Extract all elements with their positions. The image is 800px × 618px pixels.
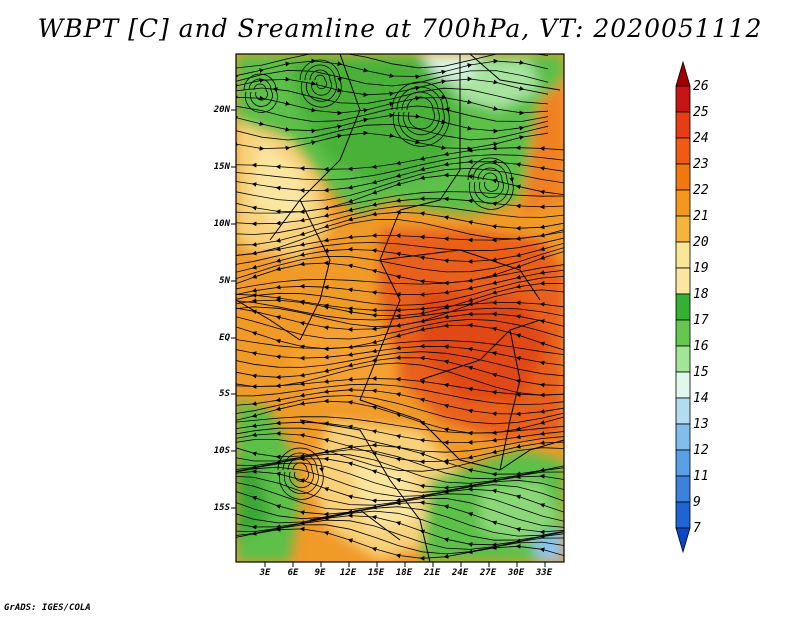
colorbar-segment (675, 449, 691, 477)
colorbar-top-arrow (675, 60, 691, 87)
colorbar-segment (675, 189, 691, 217)
colorbar-segment (675, 111, 691, 139)
colorbar-segment (675, 475, 691, 503)
colorbar-label-17: 17 (693, 313, 709, 328)
axis-ticks (231, 109, 546, 567)
lon-label-24E: 24E (451, 568, 469, 578)
lon-label-21E: 21E (423, 568, 441, 578)
streamline (482, 172, 499, 192)
lon-label-15E: 15E (367, 568, 385, 578)
streamline (236, 526, 564, 561)
colorbar-label-14: 14 (693, 391, 709, 406)
colorbar-label-11: 11 (693, 469, 709, 484)
lon-label-6E: 6E (287, 568, 299, 578)
colorbar-label-22: 22 (693, 183, 709, 198)
colorbar-segment (675, 267, 691, 295)
colorbar-segment (675, 319, 691, 347)
colorbar-label-21: 21 (693, 209, 709, 224)
colorbar-label-20: 20 (693, 235, 709, 250)
colorbar-segment (675, 85, 691, 113)
streamline (477, 167, 504, 199)
colorbar-label-26: 26 (693, 79, 709, 94)
lon-label-33E: 33E (535, 568, 553, 578)
streamline (287, 457, 314, 489)
streamline (236, 76, 549, 98)
colorbar-label-7: 7 (693, 521, 701, 536)
colorbar-segment (675, 163, 691, 191)
streamline (277, 447, 324, 500)
colorbar-label-25: 25 (693, 105, 709, 120)
colorbar-label-23: 23 (693, 157, 709, 172)
lat-label-15S: 15S (213, 503, 230, 513)
colorbar-label-13: 13 (693, 417, 709, 432)
colorbar-segment (675, 137, 691, 165)
lon-label-3E: 3E (259, 568, 271, 578)
lon-label-12E: 12E (339, 568, 357, 578)
colorbar-label-12: 12 (693, 443, 709, 458)
streamline (236, 322, 564, 353)
colorbar-label-15: 15 (693, 365, 709, 380)
lat-label-5S: 5S (219, 389, 230, 399)
credit-text: GrADS: IGES/COLA (4, 603, 91, 613)
map-title: WBPT [C] and Sreamline at 700hPa, VT: 20… (37, 14, 763, 43)
colorbar (675, 60, 691, 554)
streamline (236, 94, 549, 116)
colorbar-label-18: 18 (693, 287, 709, 302)
lat-label-EQ: EQ (219, 333, 230, 343)
colorbar-segment (675, 241, 691, 269)
lat-label-20N: 20N (213, 105, 230, 115)
streamlines (236, 54, 564, 561)
streamline (236, 58, 549, 80)
streamline (292, 462, 309, 482)
streamline (472, 162, 509, 205)
streamline (282, 452, 319, 495)
colorbar-segment (675, 293, 691, 321)
lat-label-10S: 10S (213, 446, 230, 456)
colorbar-bottom-arrow (675, 527, 691, 554)
colorbar-segment (675, 397, 691, 425)
colorbar-segment (675, 371, 691, 399)
map-frame (235, 53, 565, 563)
colorbar-label-24: 24 (693, 131, 709, 146)
colorbar-segment (675, 215, 691, 243)
colorbar-label-16: 16 (693, 339, 709, 354)
lon-label-9E: 9E (314, 568, 326, 578)
streamline (236, 130, 549, 152)
lat-label-10N: 10N (213, 219, 230, 229)
colorbar-segment (675, 423, 691, 451)
colorbar-segment (675, 345, 691, 373)
colorbar-segment (675, 501, 691, 529)
lat-label-5N: 5N (219, 276, 230, 286)
colorbar-label-19: 19 (693, 261, 709, 276)
colorbar-label-9: 9 (693, 495, 701, 510)
lat-label-15N: 15N (213, 162, 230, 172)
streamline (467, 157, 514, 210)
lon-label-18E: 18E (395, 568, 413, 578)
lon-label-30E: 30E (507, 568, 525, 578)
lon-label-27E: 27E (479, 568, 497, 578)
